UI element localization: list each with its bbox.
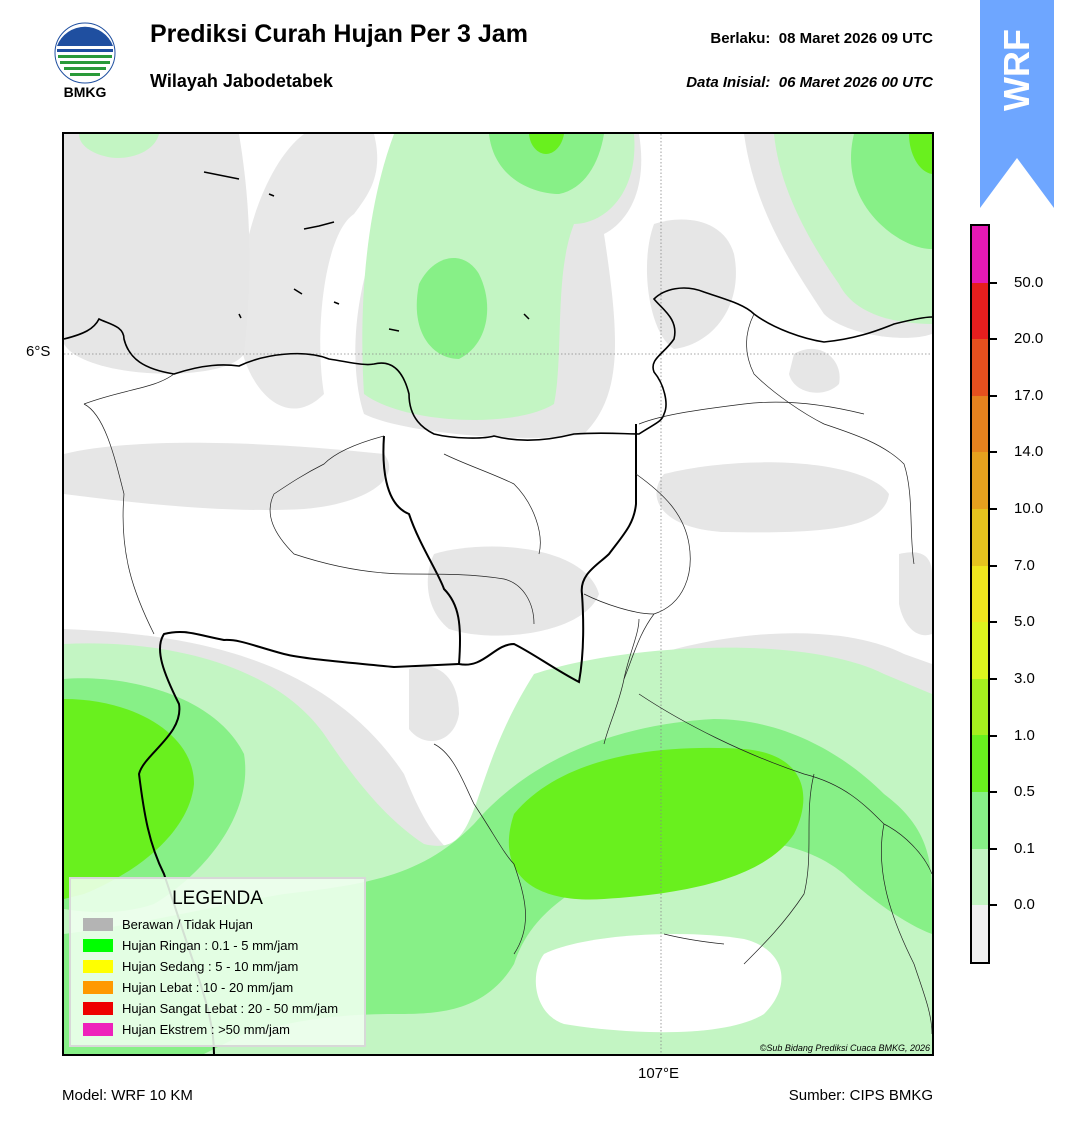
init-label: Data Inisial: — [686, 74, 771, 91]
legend-swatch — [83, 917, 113, 931]
colorbar-label: 10.0 — [1014, 500, 1044, 518]
coastline — [64, 287, 932, 441]
colorbar-label: 0.0 — [1014, 896, 1035, 914]
valid-time: Berlaku: 08 Maret 2026 09 UTC — [710, 30, 933, 47]
colorbar-label: 50.0 — [1014, 273, 1044, 291]
legend-title: LEGENDA — [172, 888, 263, 909]
legend-swatch — [83, 1001, 113, 1015]
legend-item: Hujan Sangat Lebat : 20 - 50 mm/jam — [83, 1000, 338, 1016]
colorbar-label: 1.0 — [1014, 726, 1035, 744]
colorbar-segment — [972, 395, 988, 453]
province-border — [382, 424, 638, 684]
colorbar-label: 3.0 — [1014, 669, 1035, 687]
valid-value: 08 Maret 2026 09 UTC — [778, 30, 933, 47]
legend-label: Hujan Sangat Lebat : 20 - 50 mm/jam — [122, 1000, 339, 1016]
legend-item: Hujan Ringan : 0.1 - 5 mm/jam — [83, 937, 298, 953]
colorbar-segment — [972, 678, 988, 736]
legend-swatch — [83, 959, 113, 973]
colorbar-label: 14.0 — [1014, 443, 1044, 461]
colorbar-tick — [990, 791, 997, 794]
colorbar-tick — [990, 281, 997, 284]
legend-label: Hujan Lebat : 10 - 20 mm/jam — [122, 979, 294, 995]
map-canvas — [64, 134, 932, 1054]
wrf-badge-text: WRF — [996, 29, 1037, 111]
rainfall-map[interactable]: ©Sub Bidang Prediksi Cuaca BMKG, 2026 — [62, 132, 934, 1056]
colorbar-segment — [972, 735, 988, 793]
colorbar-segment — [972, 622, 988, 679]
colorbar-label: 7.0 — [1014, 556, 1035, 574]
longitude-label: 107°E — [638, 1065, 680, 1082]
colorbar-tick — [990, 677, 997, 680]
colorbar-segment — [972, 792, 988, 849]
legend-label: Hujan Ringan : 0.1 - 5 mm/jam — [122, 937, 299, 953]
colorbar-segment — [972, 509, 988, 566]
colorbar-segment — [972, 452, 988, 510]
legend-swatch — [83, 1022, 113, 1036]
colorbar-segment — [972, 905, 988, 962]
valid-label: Berlaku: — [710, 30, 771, 47]
colorbar-tick — [990, 564, 997, 567]
colorbar-tick — [990, 847, 997, 850]
page-title: Prediksi Curah Hujan Per 3 Jam — [150, 20, 528, 48]
legend-item: Hujan Lebat : 10 - 20 mm/jam — [83, 979, 293, 995]
bmkg-logo-icon — [52, 20, 118, 100]
colorbar-label: 0.5 — [1014, 783, 1035, 801]
colorbar-segment — [972, 226, 988, 283]
colorbar-tick — [990, 394, 997, 397]
legend-label: Hujan Ekstrem : >50 mm/jam — [122, 1021, 290, 1037]
legend-label: Hujan Sedang : 5 - 10 mm/jam — [122, 958, 299, 974]
colorbar-segment — [972, 339, 988, 396]
colorbar-segment — [972, 848, 988, 906]
colorbar-label: 17.0 — [1014, 386, 1044, 404]
legend-item: Hujan Ekstrem : >50 mm/jam — [83, 1021, 290, 1037]
colorbar-segment — [972, 282, 988, 340]
colorbar-tick — [990, 338, 997, 341]
colorbar-segment — [972, 565, 988, 623]
colorbar-tick — [990, 451, 997, 454]
legend-swatch — [83, 938, 113, 952]
legend-swatch — [83, 980, 113, 994]
colorbar-tick — [990, 621, 997, 624]
dry-patch — [535, 934, 782, 1033]
colorbar-tick — [990, 904, 997, 907]
regency-borders — [83, 313, 932, 1035]
legend-item: Hujan Sedang : 5 - 10 mm/jam — [83, 958, 298, 974]
map-legend: LEGENDA Berawan / Tidak Hujan Hujan Ring… — [69, 877, 366, 1047]
source-label: Sumber: CIPS BMKG — [788, 1087, 933, 1104]
wrf-badge: WRF — [980, 0, 1054, 208]
region-subtitle: Wilayah Jabodetabek — [150, 71, 333, 91]
light-rain-core — [64, 134, 932, 900]
init-time: Data Inisial: 06 Maret 2026 00 UTC — [686, 74, 933, 91]
colorbar-label: 5.0 — [1014, 613, 1035, 631]
rainfall-colorbar — [970, 224, 990, 964]
latitude-label: 6°S — [26, 343, 51, 360]
model-label: Model: WRF 10 KM — [62, 1087, 193, 1104]
legend-item: Berawan / Tidak Hujan — [83, 916, 253, 932]
thousand-islands — [203, 171, 530, 332]
colorbar-tick — [990, 734, 997, 737]
colorbar-label: 0.1 — [1014, 839, 1035, 857]
colorbar-tick — [990, 508, 997, 511]
colorbar-label: 20.0 — [1014, 330, 1044, 348]
init-value: 06 Maret 2026 00 UTC — [778, 74, 933, 91]
logo-text: BMKG — [63, 84, 107, 100]
legend-label: Berawan / Tidak Hujan — [122, 916, 253, 932]
map-copyright: ©Sub Bidang Prediksi Cuaca BMKG, 2026 — [759, 1043, 930, 1053]
